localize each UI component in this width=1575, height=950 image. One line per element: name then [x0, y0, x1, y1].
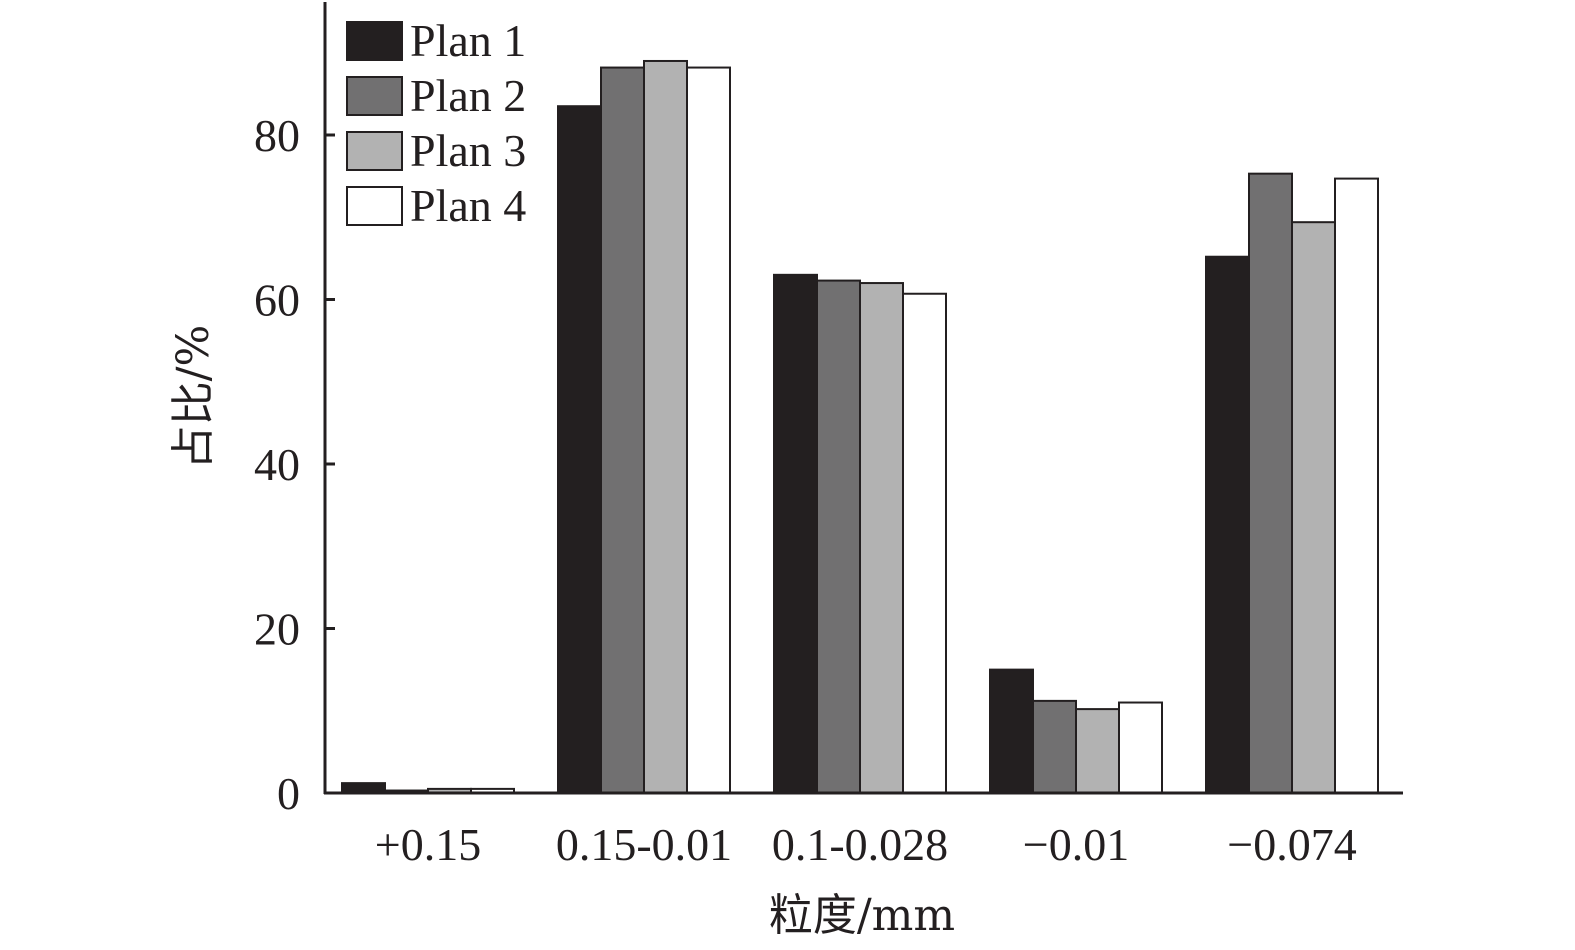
x-tick-label: +0.15 — [375, 819, 481, 870]
bar-3-3 — [859, 282, 904, 794]
bar-3-2 — [643, 59, 688, 795]
legend-label-4: Plan 4 — [410, 180, 526, 231]
y-ticks-group: 0 20 40 60 80 — [254, 110, 335, 819]
x-tick-label: −0.074 — [1227, 819, 1356, 870]
y-tick-label: 60 — [254, 275, 300, 326]
bar-2-2 — [600, 66, 645, 795]
legend-swatch-4 — [346, 186, 403, 226]
bar-4-2 — [686, 66, 731, 795]
bar-4-3 — [902, 292, 947, 794]
bar-3-5 — [1291, 221, 1336, 794]
legend-swatch-1 — [346, 21, 403, 61]
y-tick-label: 20 — [254, 604, 300, 655]
x-tick-label: 0.15-0.01 — [556, 819, 732, 870]
legend-label-3: Plan 3 — [410, 125, 526, 176]
bar-1-2 — [557, 105, 602, 794]
bar-4-5 — [1334, 177, 1379, 794]
bar-3-4 — [1075, 708, 1120, 794]
legend-swatch-2 — [346, 76, 403, 116]
bar-1-3 — [773, 273, 818, 794]
x-ticks-group: +0.15 0.15-0.01 0.1-0.028 −0.01 −0.074 — [375, 819, 1357, 870]
legend-swatch-3 — [346, 131, 403, 171]
bar-2-4 — [1032, 699, 1077, 795]
bar-2-3 — [816, 279, 861, 794]
y-axis-title: 占比/% — [168, 325, 219, 470]
bar-2-5 — [1248, 172, 1293, 795]
y-tick-label: 80 — [254, 110, 300, 161]
bar-1-4 — [989, 668, 1034, 794]
x-tick-label: −0.01 — [1023, 819, 1129, 870]
y-tick-label: 0 — [277, 768, 300, 819]
bars-group — [341, 59, 1379, 795]
x-axis-title: 粒度/mm — [769, 890, 955, 941]
x-tick-label: 0.1-0.028 — [772, 819, 948, 870]
bar-1-5 — [1205, 255, 1250, 795]
bar-4-4 — [1118, 701, 1163, 795]
legend-label-1: Plan 1 — [410, 15, 526, 66]
legend-label-2: Plan 2 — [410, 70, 526, 121]
y-tick-label: 40 — [254, 439, 300, 490]
